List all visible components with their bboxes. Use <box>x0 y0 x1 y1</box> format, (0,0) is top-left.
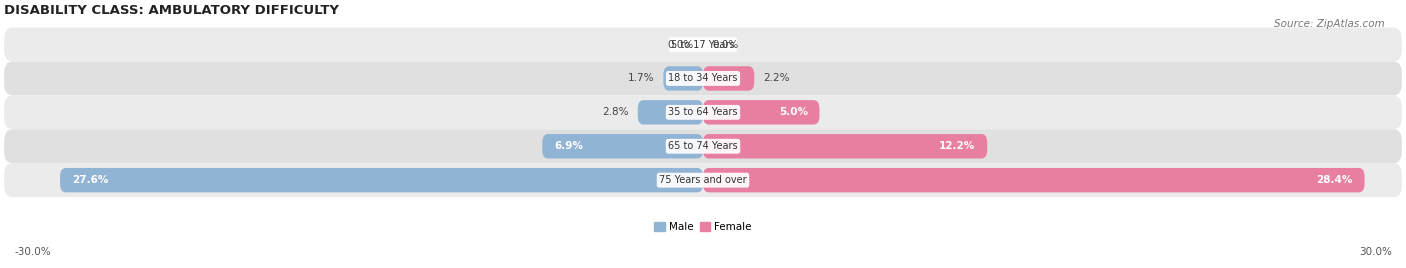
Text: DISABILITY CLASS: AMBULATORY DIFFICULTY: DISABILITY CLASS: AMBULATORY DIFFICULTY <box>4 4 339 17</box>
FancyBboxPatch shape <box>4 28 1402 61</box>
FancyBboxPatch shape <box>4 95 1402 129</box>
Text: 12.2%: 12.2% <box>939 141 976 151</box>
FancyBboxPatch shape <box>4 61 1402 95</box>
FancyBboxPatch shape <box>543 134 703 158</box>
Text: 30.0%: 30.0% <box>1360 247 1392 257</box>
Text: 75 Years and over: 75 Years and over <box>659 175 747 185</box>
Text: 6.9%: 6.9% <box>554 141 583 151</box>
Text: 5 to 17 Years: 5 to 17 Years <box>671 40 735 50</box>
Text: 1.7%: 1.7% <box>627 73 654 83</box>
FancyBboxPatch shape <box>703 100 820 125</box>
Text: 35 to 64 Years: 35 to 64 Years <box>668 107 738 117</box>
Text: Source: ZipAtlas.com: Source: ZipAtlas.com <box>1274 19 1385 29</box>
FancyBboxPatch shape <box>60 168 703 192</box>
Legend: Male, Female: Male, Female <box>650 218 756 237</box>
Text: -30.0%: -30.0% <box>14 247 51 257</box>
FancyBboxPatch shape <box>4 129 1402 163</box>
FancyBboxPatch shape <box>638 100 703 125</box>
Text: 28.4%: 28.4% <box>1316 175 1353 185</box>
Text: 65 to 74 Years: 65 to 74 Years <box>668 141 738 151</box>
Text: 2.8%: 2.8% <box>602 107 628 117</box>
FancyBboxPatch shape <box>703 66 754 91</box>
FancyBboxPatch shape <box>703 168 1365 192</box>
Text: 27.6%: 27.6% <box>72 175 108 185</box>
Text: 0.0%: 0.0% <box>713 40 738 50</box>
FancyBboxPatch shape <box>664 66 703 91</box>
Text: 5.0%: 5.0% <box>779 107 808 117</box>
FancyBboxPatch shape <box>4 163 1402 197</box>
Text: 0.0%: 0.0% <box>668 40 693 50</box>
FancyBboxPatch shape <box>703 134 987 158</box>
Text: 18 to 34 Years: 18 to 34 Years <box>668 73 738 83</box>
Text: 2.2%: 2.2% <box>763 73 790 83</box>
